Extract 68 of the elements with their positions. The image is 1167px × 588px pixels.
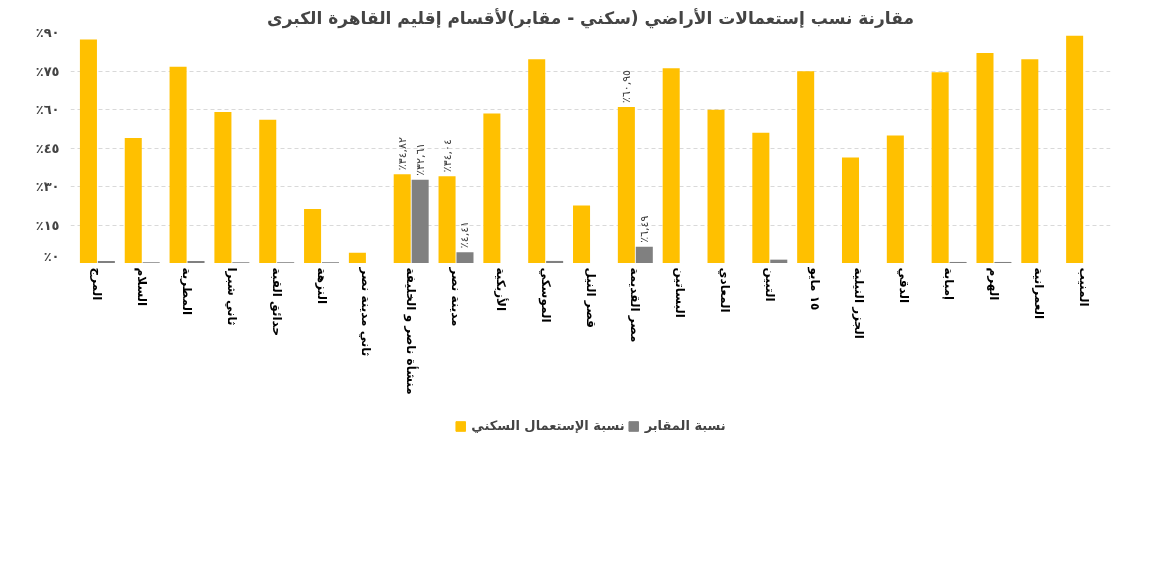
x-tick-label: المطرية bbox=[180, 267, 195, 316]
x-tick-label: الموسكي bbox=[537, 267, 553, 323]
bar bbox=[797, 71, 815, 263]
bar bbox=[886, 135, 904, 263]
y-tick-label: ٪٩٠ bbox=[35, 25, 60, 40]
x-tick-label: منشأة ناصر و الخليفة bbox=[403, 267, 420, 395]
legend-label: نسبة المقابر bbox=[644, 418, 726, 433]
y-tick-label: ٪٧٥ bbox=[35, 63, 60, 79]
bar bbox=[1021, 59, 1039, 263]
y-tick-label: ٪٣٠ bbox=[35, 179, 60, 194]
x-tick-label: البساتين bbox=[673, 267, 688, 318]
x-tick-label: ثاني مدينة نصر bbox=[359, 266, 374, 357]
bar bbox=[124, 137, 142, 263]
x-tick-label: مصر القديمة bbox=[628, 267, 643, 343]
y-tick-label: ٪١٥ bbox=[35, 217, 60, 233]
x-tick-label: العمرانية bbox=[1031, 267, 1046, 320]
bar bbox=[187, 260, 205, 263]
bar bbox=[97, 260, 115, 263]
x-tick-label: الهرم bbox=[985, 267, 1001, 301]
bar bbox=[411, 179, 429, 263]
x-tick-label: قصر النيل bbox=[583, 267, 598, 328]
x-tick-label: المنيب bbox=[1076, 267, 1091, 307]
x-tick-label: مدينة نصر bbox=[449, 266, 464, 327]
bar bbox=[456, 252, 474, 263]
y-tick-label: ٪٠ bbox=[43, 248, 60, 264]
bar bbox=[546, 260, 564, 263]
bar bbox=[841, 157, 860, 263]
bar bbox=[393, 174, 411, 263]
x-tick-label: ثاني شبرا bbox=[224, 267, 239, 326]
bar bbox=[438, 176, 456, 263]
x-tick-label: الجزر النيلية bbox=[852, 267, 867, 339]
data-label: ٪٣٤,٨٢ bbox=[395, 136, 409, 171]
bar bbox=[348, 252, 366, 263]
bar bbox=[635, 246, 653, 263]
x-tick-label: ١٥ مايو bbox=[806, 266, 822, 311]
bar bbox=[304, 209, 322, 263]
bar bbox=[617, 107, 635, 263]
chart-title: مقارنة نسب إستعمالات الأراضي (سكني - مقابر)لأقسام إقليم القاهرة الكبرى bbox=[267, 7, 914, 29]
x-tick-label: المرج bbox=[90, 267, 105, 301]
bar bbox=[79, 39, 97, 263]
bar bbox=[214, 112, 232, 263]
bar bbox=[707, 109, 725, 263]
data-label: ٪٦٠,٩٥ bbox=[619, 69, 633, 104]
bar bbox=[169, 66, 187, 263]
x-tick-label: إمبابة bbox=[942, 267, 957, 301]
data-label: ٪٦,٤٩ bbox=[637, 215, 651, 243]
bar bbox=[259, 119, 277, 263]
legend-label: نسبة الإستعمال السكني bbox=[471, 418, 625, 433]
bar bbox=[528, 59, 546, 263]
x-tick-label: الأزبكية bbox=[493, 267, 509, 312]
bar bbox=[573, 205, 591, 263]
x-tick-label: النزهة bbox=[314, 267, 329, 305]
y-tick-label: ٪٤٥ bbox=[35, 140, 60, 156]
bar bbox=[931, 72, 949, 263]
x-tick-label: حدائق القبة bbox=[269, 267, 284, 337]
data-label: ٪٣٤,٠٤ bbox=[440, 138, 454, 173]
data-label: ٪٣٢,٦١ bbox=[413, 142, 427, 176]
x-tick-label: الدقي bbox=[897, 267, 912, 304]
bar bbox=[1066, 35, 1084, 263]
bar bbox=[662, 68, 680, 263]
bar bbox=[752, 132, 770, 263]
bar bbox=[483, 113, 501, 263]
x-tick-label: التبين bbox=[762, 267, 777, 302]
y-tick-label: ٪٦٠ bbox=[35, 102, 60, 117]
x-tick-label: السلام bbox=[134, 267, 150, 307]
x-tick-label: المعادي bbox=[717, 267, 732, 313]
data-label: ٪٤,٤١ bbox=[458, 221, 472, 249]
bar bbox=[976, 53, 994, 263]
